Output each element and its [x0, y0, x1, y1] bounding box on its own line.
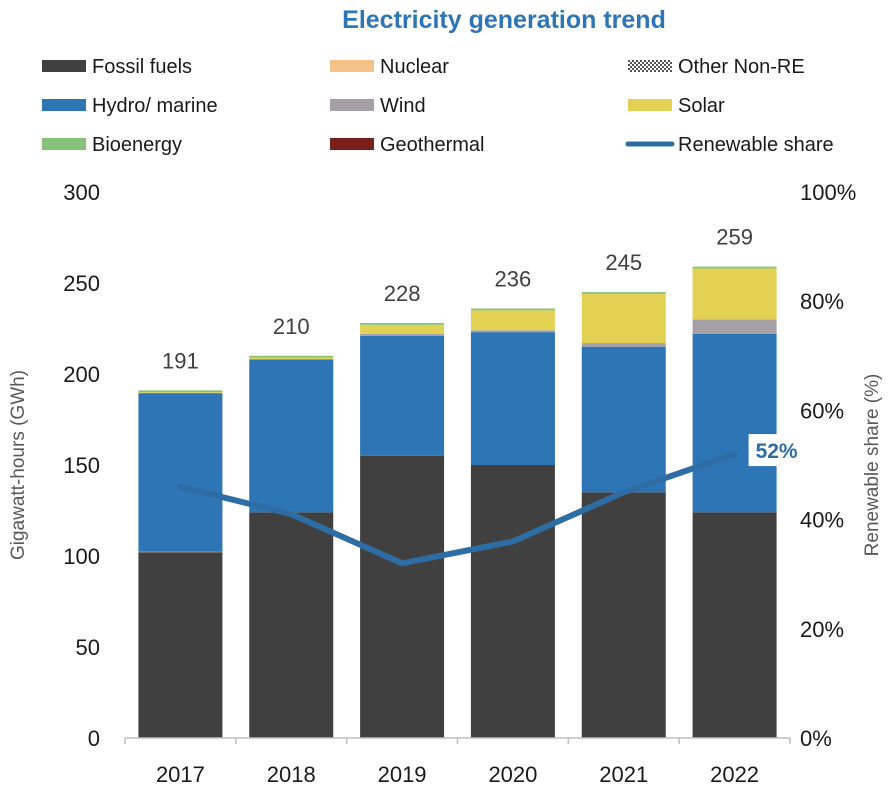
legend-item: Hydro/ marine [42, 95, 218, 117]
y2-axis-label: Renewable share (%) [862, 374, 883, 557]
bar-segment [470, 332, 555, 465]
y-tick-label: 300 [63, 180, 100, 205]
bar-segment [360, 455, 445, 738]
legend-item: Geothermal [330, 134, 485, 156]
y-tick-label: 50 [76, 635, 100, 660]
legend-swatch [42, 60, 86, 72]
bar-segment [360, 323, 445, 325]
line-point [734, 453, 736, 455]
bar-segment [692, 512, 777, 738]
bar-segment [581, 343, 666, 347]
y-tick-label: 150 [63, 453, 100, 478]
line-end-label: 52% [748, 434, 805, 467]
x-tick-label: 2020 [488, 762, 537, 787]
bar-segment [138, 392, 223, 394]
line-point [512, 540, 514, 542]
bar-segment [138, 390, 223, 393]
bar-segment [138, 393, 223, 552]
y-tick-label: 100 [63, 544, 100, 569]
legend: Fossil fuels Nuclear Other Non-RE Hydro/ ma… [42, 56, 834, 156]
bar-total-label: 245 [605, 250, 642, 275]
x-tick-label: 2021 [599, 762, 648, 787]
renewable-share-line [177, 451, 738, 567]
bar-segment [470, 310, 555, 331]
bar-segment [470, 308, 555, 311]
bar-total-label: 259 [716, 225, 753, 250]
bar-segment [470, 330, 555, 333]
line-point [401, 562, 403, 564]
legend-swatch [330, 138, 374, 150]
legend-item: Bioenergy [42, 134, 182, 156]
y2-tick-label: 40% [800, 508, 844, 533]
legend-item: Solar [628, 95, 725, 117]
line-end-label-text: 52% [756, 440, 798, 463]
legend-item: Renewable share [625, 134, 834, 156]
y2-tick-label: 60% [800, 398, 844, 423]
bar-total-label: 228 [384, 281, 421, 306]
legend-label: Bioenergy [92, 134, 182, 156]
line-point [623, 491, 625, 493]
x-tick-label: 2017 [156, 762, 205, 787]
legend-label: Other Non-RE [678, 56, 805, 78]
bar-segment [581, 346, 666, 493]
bar-segment [692, 268, 777, 320]
legend-swatch [42, 138, 86, 150]
legend-swatch [628, 99, 672, 111]
legend-item: Fossil fuels [42, 56, 192, 78]
bar-segment [692, 319, 777, 334]
line-layer: 52% [177, 434, 805, 567]
bar-segment [360, 335, 445, 456]
legend-item: Nuclear [330, 56, 449, 78]
legend-swatch [628, 60, 672, 72]
bar-total-label: 236 [495, 266, 532, 291]
y2-tick-label: 20% [800, 617, 844, 642]
bar-segment [138, 552, 223, 738]
bar-segment [692, 266, 777, 269]
bar-segment [360, 333, 445, 336]
legend-swatch [330, 99, 374, 111]
line-point [179, 486, 181, 488]
y-tick-label: 0 [88, 726, 100, 751]
y-tick-label: 250 [63, 271, 100, 296]
bar-segment [249, 357, 334, 360]
x-tick-label: 2019 [378, 762, 427, 787]
legend-item: Wind [330, 95, 426, 117]
legend-label: Geothermal [380, 134, 485, 156]
bar-segment [249, 359, 334, 513]
bar-segment [581, 292, 666, 294]
legend-label: Fossil fuels [92, 56, 192, 78]
bar-segment [249, 355, 334, 358]
bar-segment [360, 324, 445, 334]
bar-total-label: 191 [162, 348, 199, 373]
bar-segment [581, 492, 666, 738]
legend-label: Renewable share [678, 134, 834, 156]
legend-label: Wind [380, 95, 426, 117]
legend-label: Nuclear [380, 56, 449, 78]
y-tick-label: 200 [63, 362, 100, 387]
bar-segment [470, 465, 555, 738]
bar-segment [581, 293, 666, 344]
line-end-label-bg [748, 434, 805, 467]
bar-segment [249, 512, 334, 738]
legend-label: Hydro/ marine [92, 95, 218, 117]
x-tick-label: 2018 [267, 762, 316, 787]
legend-label: Solar [678, 95, 725, 117]
y2-tick-label: 0% [800, 726, 832, 751]
chart-title: Electricity generation trend [342, 6, 666, 34]
legend-swatch [330, 60, 374, 72]
line-point [290, 513, 292, 515]
legend-swatch [42, 99, 86, 111]
bar-total-label: 210 [273, 314, 310, 339]
y2-tick-label: 80% [800, 289, 844, 314]
bar-segment [692, 333, 777, 513]
legend-item: Other Non-RE [628, 56, 805, 78]
y-axis-label: Gigawatt-hours (GWh) [8, 370, 29, 560]
y2-tick-label: 100% [800, 180, 856, 205]
bars: 191 210 228 236 245 259 [138, 225, 777, 738]
axes: 2017 2018 2019 2020 2021 2022 0 50 100 150 200 250 3… [63, 180, 856, 787]
bar-segment [138, 551, 223, 553]
x-tick-label: 2022 [710, 762, 759, 787]
